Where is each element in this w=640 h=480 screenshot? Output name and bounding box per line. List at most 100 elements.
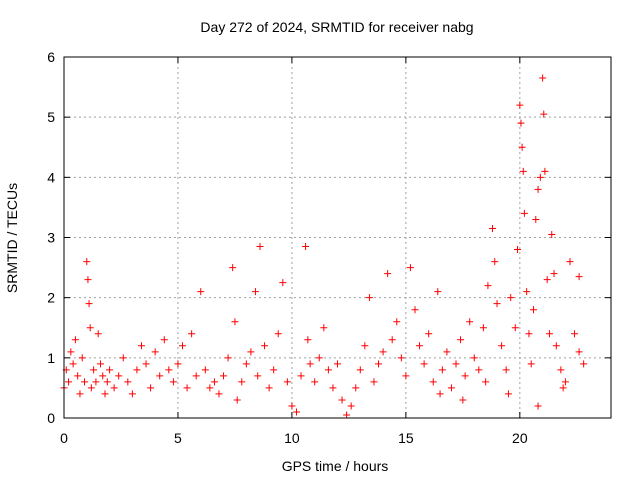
data-point <box>192 372 200 380</box>
data-point <box>254 372 262 380</box>
data-point <box>85 300 93 308</box>
data-point <box>540 110 548 118</box>
data-point <box>541 167 549 175</box>
data-point <box>475 366 483 374</box>
data-point <box>457 336 465 344</box>
data-point <box>523 288 531 296</box>
data-point <box>452 360 460 368</box>
data-point <box>504 390 512 398</box>
data-point <box>482 378 490 386</box>
data-point <box>315 354 323 362</box>
data-point <box>488 224 496 232</box>
data-point <box>96 360 104 368</box>
data-point <box>183 384 191 392</box>
data-point <box>90 366 98 374</box>
data-point <box>288 402 296 410</box>
data-point <box>224 354 232 362</box>
data-point <box>507 294 515 302</box>
data-point <box>256 243 264 251</box>
data-point <box>119 354 127 362</box>
x-tick-label: 20 <box>512 430 528 446</box>
data-point <box>552 342 560 350</box>
data-point <box>484 282 492 290</box>
data-point <box>324 366 332 374</box>
data-point <box>81 378 89 386</box>
data-point <box>69 360 77 368</box>
data-point <box>210 378 218 386</box>
data-point <box>406 264 414 272</box>
data-point <box>459 396 467 404</box>
data-point <box>525 330 533 338</box>
y-tick-label: 3 <box>47 230 55 246</box>
data-point <box>92 378 100 386</box>
data-point <box>220 372 228 380</box>
data-point <box>233 396 241 404</box>
data-point <box>106 366 114 374</box>
data-point <box>156 372 164 380</box>
y-tick-label: 0 <box>47 410 55 426</box>
data-point <box>274 330 282 338</box>
data-point <box>83 258 91 266</box>
data-point <box>137 342 145 350</box>
y-tick-label: 6 <box>47 49 55 65</box>
data-point <box>550 270 558 278</box>
y-tick-label: 1 <box>47 350 55 366</box>
data-point <box>517 119 525 127</box>
data-point <box>160 336 168 344</box>
data-point <box>388 336 396 344</box>
data-point <box>519 167 527 175</box>
data-point <box>527 360 535 368</box>
data-point <box>247 348 255 356</box>
x-tick-label: 5 <box>174 430 182 446</box>
y-tick-label: 5 <box>47 109 55 125</box>
data-point <box>103 378 111 386</box>
y-axis-title: SRMTID / TECUs <box>4 183 20 293</box>
data-point <box>334 360 341 368</box>
y-tick-label: 2 <box>47 290 55 306</box>
data-point <box>539 74 547 82</box>
data-point <box>516 101 524 109</box>
data-point <box>447 384 455 392</box>
data-point <box>179 342 187 350</box>
data-point <box>343 411 351 419</box>
data-point <box>115 372 123 380</box>
data-point <box>320 324 328 332</box>
y-tick-label: 4 <box>47 169 55 185</box>
x-tick-label: 15 <box>398 430 414 446</box>
data-point <box>86 324 94 332</box>
data-point <box>443 348 451 356</box>
data-point <box>270 366 278 374</box>
data-point <box>67 348 75 356</box>
data-point <box>297 372 305 380</box>
x-axis-title: GPS time / hours <box>282 458 389 474</box>
data-point <box>566 258 574 266</box>
data-point <box>545 330 553 338</box>
data-point <box>397 354 405 362</box>
data-point <box>147 384 155 392</box>
data-point <box>94 330 102 338</box>
data-point <box>356 366 364 374</box>
data-point <box>416 342 424 350</box>
data-point <box>306 360 314 368</box>
data-point <box>425 330 433 338</box>
data-point <box>534 185 542 193</box>
data-point <box>302 243 310 251</box>
data-point <box>420 360 428 368</box>
data-point <box>575 273 583 281</box>
data-point <box>470 354 478 362</box>
data-point <box>151 348 159 356</box>
data-point <box>466 318 474 326</box>
data-point <box>76 390 84 398</box>
data-point <box>174 360 182 368</box>
data-point <box>87 384 95 392</box>
data-point <box>518 143 526 151</box>
data-point <box>165 366 173 374</box>
data-point <box>402 372 410 380</box>
data-point <box>379 348 387 356</box>
data-point <box>384 270 392 278</box>
data-point <box>101 390 109 398</box>
data-point <box>74 372 82 380</box>
data-point <box>557 366 565 374</box>
data-point <box>169 378 177 386</box>
